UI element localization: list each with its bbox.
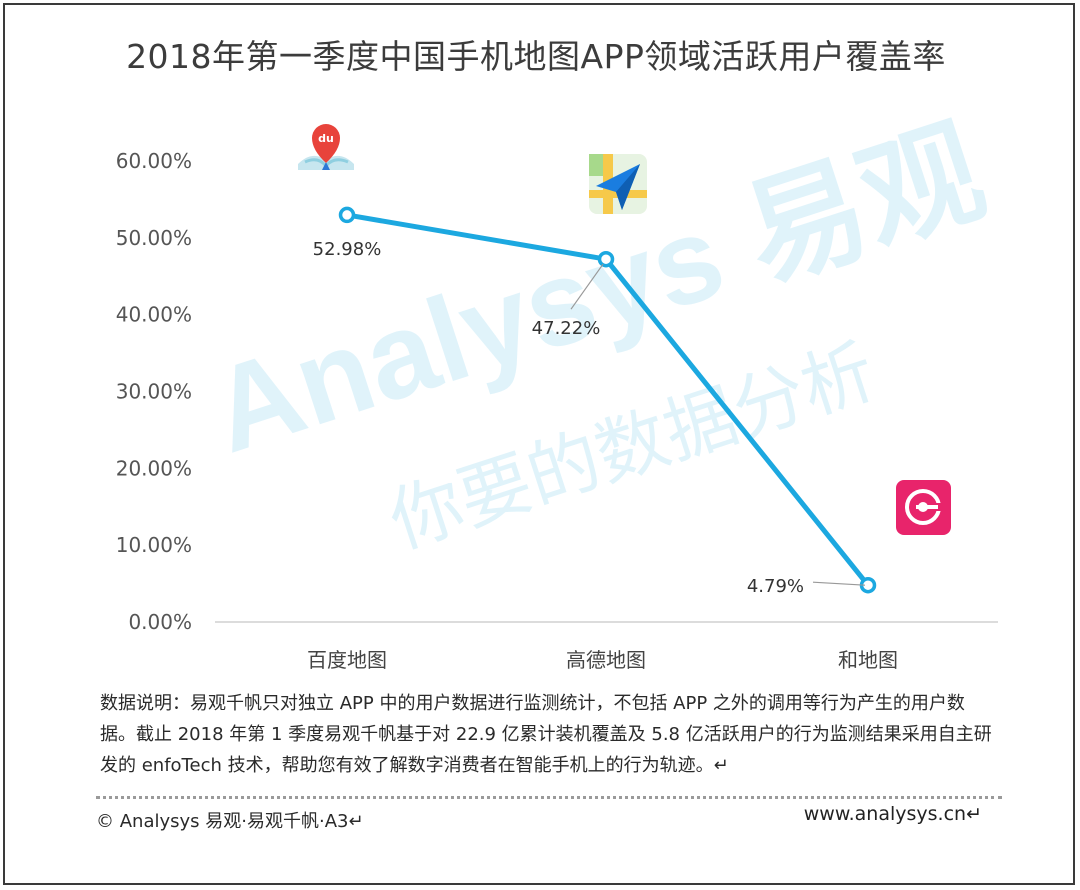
svg-text:du: du: [318, 132, 334, 145]
label-leader-line: [570, 263, 604, 310]
hemap-icon: [896, 480, 951, 535]
data-label: 47.22%: [532, 318, 601, 339]
data-label: 4.79%: [747, 576, 804, 597]
chart-title: 2018年第一季度中国手机地图APP领域活跃用户覆盖率: [126, 37, 946, 76]
y-tick-label: 30.00%: [116, 380, 192, 404]
app-icons: du: [298, 124, 951, 535]
chart-frame: [3, 3, 1075, 885]
x-tick-label: 高德地图: [566, 648, 646, 672]
y-tick-label: 60.00%: [116, 149, 192, 173]
data-label: 52.98%: [313, 239, 382, 260]
y-axis: 0.00% 10.00% 20.00% 30.00% 40.00% 50.00% 60.00…: [116, 149, 998, 634]
x-axis-labels: 百度地图 高德地图 和地图: [307, 648, 898, 672]
y-tick-label: 40.00%: [116, 303, 192, 327]
x-tick-label: 和地图: [838, 648, 898, 672]
y-tick-label: 0.00%: [128, 610, 192, 634]
data-point: [338, 206, 356, 224]
label-leader-line: [812, 581, 866, 586]
y-tick-label: 20.00%: [116, 456, 192, 480]
data-point: [597, 250, 615, 268]
website-link[interactable]: www.analysys.cn↵: [803, 803, 982, 825]
y-tick-label: 10.00%: [116, 533, 192, 557]
gaode-map-icon: [589, 154, 647, 214]
x-tick-label: 百度地图: [307, 648, 387, 672]
copyright: © Analysys 易观·易观千帆·A3↵: [96, 811, 364, 832]
y-tick-label: 50.00%: [116, 226, 192, 250]
line-series: [338, 206, 877, 594]
baidu-map-icon: du: [298, 124, 354, 170]
data-labels: 52.98% 47.22% 4.79%: [313, 239, 866, 597]
dotted-divider: [96, 796, 1002, 799]
data-note: 数据说明：易观千帆只对独立 APP 中的用户数据进行监测统计，不包括 APP 之…: [100, 693, 992, 776]
